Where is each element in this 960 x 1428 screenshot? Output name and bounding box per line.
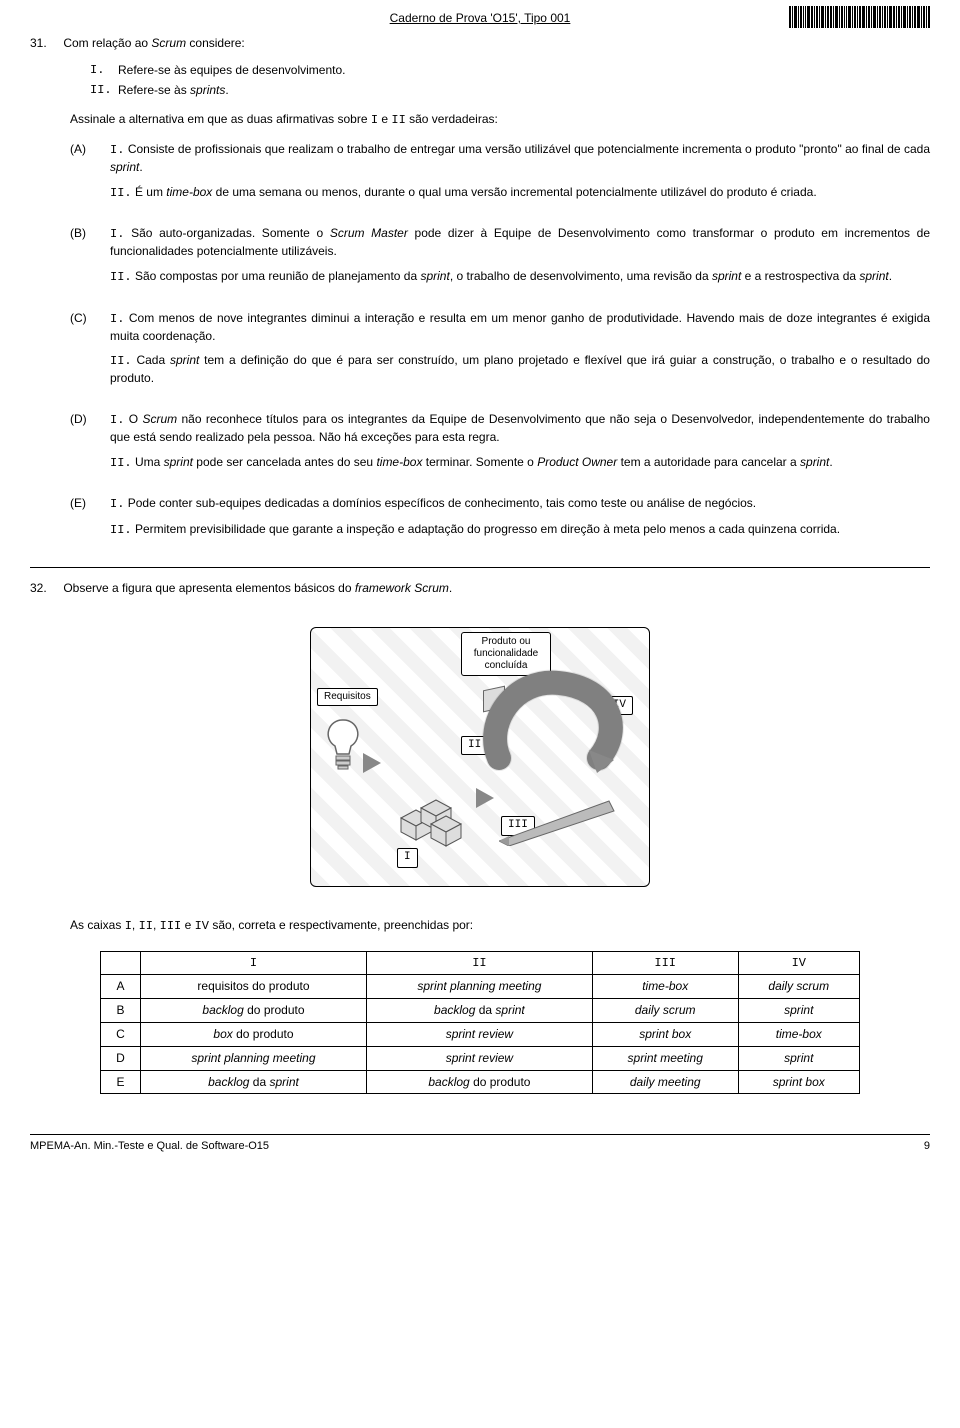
question-31: 31. Com relação ao Scrum considere: I.Re… xyxy=(30,35,930,547)
table-header-row: I II III IV xyxy=(101,951,860,975)
table-header: I xyxy=(141,951,367,975)
q32-intro-line: 32. Observe a figura que apresenta eleme… xyxy=(30,580,930,597)
option-label: (B) xyxy=(70,225,110,293)
q31-instruction: Assinale a alternativa em que as duas af… xyxy=(70,111,930,129)
q32-number: 32. xyxy=(30,580,60,597)
table-row: B backlog do produto backlog da sprint d… xyxy=(101,999,860,1023)
lightbulb-icon xyxy=(323,718,363,773)
option-a-i: I. Consiste de profissionais que realiza… xyxy=(110,141,930,176)
table-row: A requisitos do produto sprint planning … xyxy=(101,975,860,999)
roman-item-i: I.Refere-se às equipes de desenvolviment… xyxy=(90,62,930,79)
arrow-icon xyxy=(476,788,494,808)
q31-option-a: (A) I. Consiste de profissionais que rea… xyxy=(70,141,930,209)
table-header xyxy=(101,951,141,975)
roman-item-ii: II.Refere-se às sprints. xyxy=(90,82,930,99)
q31-intro: Com relação ao Scrum considere: xyxy=(63,36,244,50)
question-32: 32. Observe a figura que apresenta eleme… xyxy=(30,580,930,1094)
table-row: C box do produto sprint review sprint bo… xyxy=(101,1022,860,1046)
option-label: (E) xyxy=(70,495,110,547)
table-header: II xyxy=(366,951,592,975)
ramp-icon xyxy=(499,796,619,846)
loop-icon xyxy=(479,668,629,778)
q31-option-b: (B) I. São auto-organizadas. Somente o S… xyxy=(70,225,930,293)
table-header: IV xyxy=(738,951,859,975)
cubes-icon xyxy=(391,778,471,848)
table-row: D sprint planning meeting sprint review … xyxy=(101,1046,860,1070)
q31-option-c: (C) I. Com menos de nove integrantes dim… xyxy=(70,310,930,395)
option-e-i: I. Pode conter sub-equipes dedicadas a d… xyxy=(110,495,930,513)
option-label: (D) xyxy=(70,411,110,479)
tag-i: I xyxy=(397,848,418,867)
table-row: E backlog da sprint backlog do produto d… xyxy=(101,1070,860,1094)
option-b-ii: II. São compostas por uma reunião de pla… xyxy=(110,268,930,286)
q31-intro-line: 31. Com relação ao Scrum considere: xyxy=(30,35,930,52)
figure-frame: Produto ou funcionalidade concluída Requ… xyxy=(310,627,650,887)
table-header: III xyxy=(592,951,738,975)
arrow-icon xyxy=(363,753,381,773)
separator xyxy=(30,567,930,568)
option-a-ii: II. É um time-box de uma semana ou menos… xyxy=(110,184,930,202)
q31-roman-list: I.Refere-se às equipes de desenvolviment… xyxy=(90,62,930,100)
option-b-i: I. São auto-organizadas. Somente o Scrum… xyxy=(110,225,930,260)
option-label: (C) xyxy=(70,310,110,395)
scrum-figure: Produto ou funcionalidade concluída Requ… xyxy=(310,627,650,887)
option-e-ii: II. Permitem previsibilidade que garante… xyxy=(110,521,930,539)
answer-table: I II III IV A requisitos do produto spri… xyxy=(100,951,860,1095)
option-c-ii: II. Cada sprint tem a definição do que é… xyxy=(110,352,930,387)
q31-option-d: (D) I. O Scrum não reconhece títulos par… xyxy=(70,411,930,479)
footer-left: MPEMA-An. Min.-Teste e Qual. de Software… xyxy=(30,1139,269,1154)
tag-requisitos: Requisitos xyxy=(317,688,378,706)
q32-intro: Observe a figura que apresenta elementos… xyxy=(63,581,452,595)
option-c-i: I. Com menos de nove integrantes diminui… xyxy=(110,310,930,345)
page-header: Caderno de Prova 'O15', Tipo 001 xyxy=(30,10,930,27)
q32-after-text: As caixas I, II, III e IV são, correta e… xyxy=(70,917,930,935)
header-title: Caderno de Prova 'O15', Tipo 001 xyxy=(390,10,571,27)
q31-number: 31. xyxy=(30,35,60,52)
q31-option-e: (E) I. Pode conter sub-equipes dedicadas… xyxy=(70,495,930,547)
barcode xyxy=(789,6,930,28)
option-d-ii: II. Uma sprint pode ser cancelada antes … xyxy=(110,454,930,472)
page-footer: MPEMA-An. Min.-Teste e Qual. de Software… xyxy=(30,1134,930,1154)
footer-page-number: 9 xyxy=(924,1139,930,1154)
option-d-i: I. O Scrum não reconhece títulos para os… xyxy=(110,411,930,446)
option-label: (A) xyxy=(70,141,110,209)
